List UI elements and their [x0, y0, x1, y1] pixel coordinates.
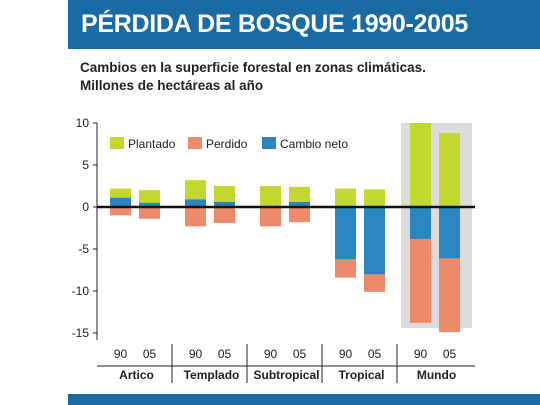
- footer-bar: [68, 394, 540, 405]
- y-tick-label: 5: [82, 158, 89, 172]
- bar-cambio-neto: [410, 207, 431, 239]
- bar-perdido: [139, 207, 160, 219]
- x-year-label: 05: [293, 347, 307, 361]
- chart-title: PÉRDIDA DE BOSQUE 1990-2005: [81, 10, 468, 38]
- legend-label: Perdido: [206, 137, 248, 151]
- bar-perdido: [260, 207, 281, 227]
- y-tick-label: -10: [72, 284, 90, 298]
- legend-label: Plantado: [128, 137, 176, 151]
- legend-swatch: [262, 137, 276, 149]
- bar-plantado: [439, 133, 460, 207]
- bar-plantado: [335, 188, 356, 207]
- bar-cambio-neto: [289, 201, 310, 207]
- subtitle-line-1: Cambios en la superficie forestal en zon…: [80, 60, 426, 75]
- y-tick-label: -5: [78, 242, 89, 256]
- bar-cambio-neto: [185, 199, 206, 207]
- y-tick-label: -15: [72, 326, 90, 340]
- x-year-label: 05: [218, 347, 232, 361]
- x-year-label: 05: [443, 347, 457, 361]
- bar-plantado: [214, 186, 235, 207]
- bar-cambio-neto: [335, 207, 356, 260]
- bar-perdido: [110, 207, 131, 216]
- bar-perdido: [214, 207, 235, 223]
- x-year-label: 90: [114, 347, 128, 361]
- bar-cambio-neto: [214, 201, 235, 207]
- chart-subtitle: Cambios en la superficie forestal en zon…: [80, 59, 480, 95]
- bar-plantado: [260, 186, 281, 207]
- x-year-label: 05: [368, 347, 382, 361]
- x-year-label: 90: [339, 347, 353, 361]
- title-banner: PÉRDIDA DE BOSQUE 1990-2005: [68, 0, 540, 49]
- x-category-label: Subtropical: [253, 368, 319, 382]
- bar-cambio-neto: [439, 207, 460, 259]
- x-year-label: 90: [414, 347, 428, 361]
- bar-plantado: [364, 189, 385, 207]
- x-category-label: Artico: [119, 368, 154, 382]
- bar-perdido: [185, 207, 206, 227]
- bar-cambio-neto: [364, 207, 385, 275]
- bar-cambio-neto: [110, 197, 131, 207]
- x-year-label: 90: [189, 347, 203, 361]
- y-tick-label: 0: [82, 200, 89, 214]
- x-year-label: 05: [143, 347, 157, 361]
- bar-cambio-neto: [139, 202, 160, 207]
- x-year-label: 90: [264, 347, 278, 361]
- subtitle-line-2: Millones de hectáreas al año: [80, 78, 264, 93]
- legend-swatch: [110, 137, 124, 149]
- legend-label: Cambio neto: [280, 137, 348, 151]
- bar-plantado: [289, 186, 310, 207]
- legend-swatch: [188, 137, 202, 149]
- x-category-label: Templado: [184, 368, 240, 382]
- bar-chart: 10 5 0 -5 -10 -15 Plantado Perdido Cambio neto 90…: [72, 116, 475, 383]
- y-tick-label: 10: [76, 116, 90, 130]
- x-category-label: Tropical: [338, 368, 384, 382]
- x-category-label: Mundo: [417, 368, 456, 382]
- bar-plantado: [410, 123, 431, 207]
- bar-perdido: [289, 207, 310, 223]
